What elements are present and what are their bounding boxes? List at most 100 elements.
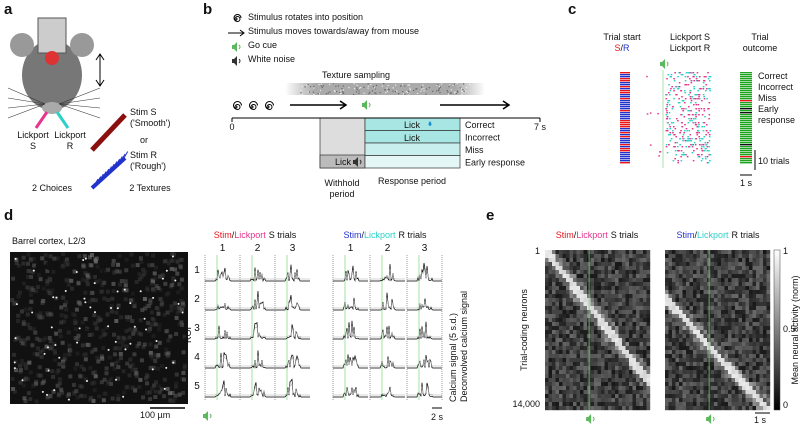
image-texture	[138, 256, 143, 261]
bristle	[109, 163, 115, 172]
heat-cell	[759, 358, 764, 363]
calcium-trace	[369, 387, 405, 397]
lick-dot	[683, 108, 685, 110]
image-texture	[75, 362, 80, 367]
deconv-trace	[240, 291, 275, 311]
heat-cell	[717, 262, 722, 267]
heat-cell	[679, 322, 683, 327]
image-texture	[145, 287, 150, 292]
heat-cell	[643, 366, 647, 371]
trial-start	[620, 150, 630, 152]
image-texture	[150, 316, 155, 321]
texture-grain	[300, 92, 302, 94]
heat-cell	[682, 398, 687, 403]
heat-cell	[576, 266, 581, 271]
heat-cell	[686, 402, 690, 407]
heat-cell	[569, 314, 574, 319]
heat-cell	[682, 326, 687, 331]
heat-cell	[721, 402, 725, 407]
lick-dot	[698, 98, 701, 100]
heat-cell	[668, 386, 673, 391]
heat-cell	[552, 258, 556, 263]
heat-cell	[611, 326, 616, 331]
image-texture	[96, 318, 101, 323]
heat-cell	[646, 350, 651, 355]
heat-cell	[580, 286, 584, 291]
trial-start	[620, 76, 630, 78]
heat-cell	[693, 262, 697, 267]
heat-cell	[552, 378, 556, 383]
heat-cell	[625, 350, 630, 355]
heat-cell	[693, 390, 697, 395]
image-texture	[112, 270, 117, 275]
trial-start	[620, 162, 630, 164]
heat-cell	[665, 262, 669, 267]
lick-dot	[689, 140, 691, 142]
image-texture	[66, 330, 71, 335]
heat-cell	[724, 374, 729, 379]
heat-cell	[583, 326, 588, 331]
image-texture	[111, 332, 116, 337]
heat-cell	[738, 314, 743, 319]
heat-cell	[700, 250, 704, 255]
heat-cell	[745, 370, 750, 375]
image-texture	[39, 354, 44, 359]
header-part: /	[621, 43, 624, 53]
heat-cell	[731, 314, 736, 319]
heat-cell	[689, 306, 694, 311]
texture-grain	[339, 92, 341, 95]
heat-cell	[710, 306, 715, 311]
lick-dot	[671, 86, 673, 88]
heat-cell	[728, 274, 732, 279]
heat-cell	[735, 322, 739, 327]
heat-cell	[675, 286, 680, 291]
heat-cell	[566, 254, 570, 259]
heat-cell	[615, 326, 619, 331]
heat-cell	[569, 306, 574, 311]
texture-grain	[454, 91, 456, 93]
image-texture	[83, 357, 88, 362]
heat-cell	[611, 270, 616, 275]
heat-cell	[580, 346, 584, 351]
image-texture	[124, 329, 129, 334]
speaker-icon	[706, 414, 712, 424]
heat-cell	[590, 290, 595, 295]
heat-cell	[573, 322, 577, 327]
heat-cell	[759, 398, 764, 403]
heat-cell	[700, 270, 704, 275]
heat-cell	[717, 378, 722, 383]
heat-cell	[608, 302, 612, 307]
heat-cell	[717, 306, 722, 311]
heat-cell	[552, 334, 556, 339]
heat-cell	[548, 322, 553, 327]
heat-cell	[604, 370, 609, 375]
heat-cell	[714, 330, 718, 335]
lick-dot	[680, 150, 683, 152]
heat-cell	[573, 310, 577, 315]
heat-cell	[625, 282, 630, 287]
texture-grain	[407, 91, 409, 94]
image-texture	[69, 278, 74, 283]
heat-cell	[590, 358, 595, 363]
heat-cell	[731, 262, 736, 267]
image-texture	[141, 395, 146, 400]
lick-dot	[680, 130, 682, 132]
lick-dot	[709, 154, 712, 156]
image-texture	[156, 307, 161, 312]
heat-cell	[703, 330, 708, 335]
texture-grain	[329, 91, 331, 93]
heat-cell	[717, 342, 722, 347]
trial-start	[620, 122, 630, 124]
lick-dot	[698, 156, 701, 158]
lick-dot	[665, 94, 667, 96]
image-texture	[151, 333, 156, 338]
image-texture	[137, 277, 142, 282]
heat-cell	[632, 310, 637, 315]
heat-cell	[735, 398, 739, 403]
heat-cell	[675, 250, 680, 255]
heat-cell	[590, 390, 595, 395]
heat-cell	[639, 262, 644, 267]
texture-grain	[386, 90, 389, 92]
heat-cell	[622, 338, 626, 343]
heat-cell	[745, 402, 750, 407]
